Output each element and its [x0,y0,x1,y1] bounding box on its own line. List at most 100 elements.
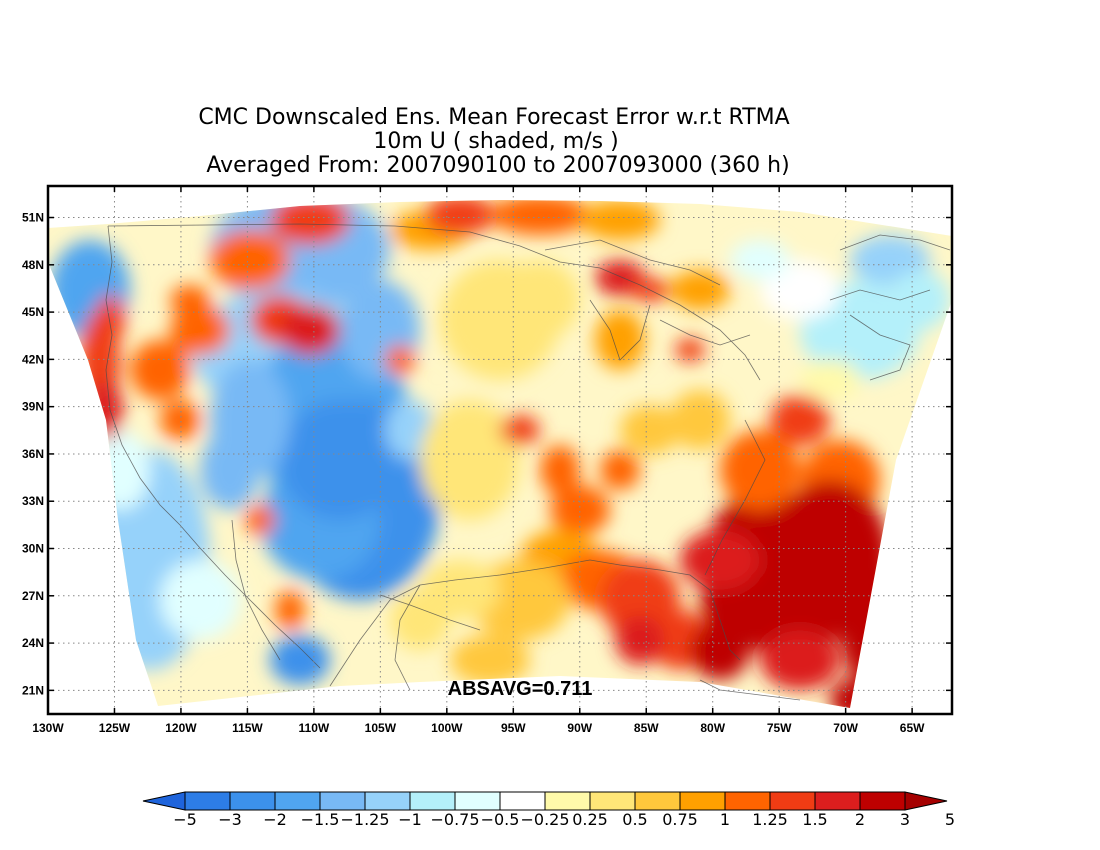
absavg-annotation: ABSAVG=0.711 [448,678,593,700]
field-blob [760,630,840,690]
colorbar-swatch [634,791,681,811]
colorbar-label: −5 [173,810,197,829]
lon-tick-label: 85W [634,721,659,735]
title-line-1: CMC Downscaled Ens. Mean Forecast Error … [198,105,789,130]
field-blob [425,200,495,235]
field-blob [540,445,580,495]
colorbar-swatch [724,791,771,811]
field-blob [890,270,950,330]
lat-tick-label: 27N [22,589,44,603]
field-blob [500,260,580,340]
graticule [48,186,952,714]
field-blob [760,260,840,320]
longitude-axis: 130W 125W 120W 115W 110W 105W 100W 95W 90W 85W 80W… [32,186,925,735]
colorbar-swatch [859,791,906,811]
field-blob [500,415,540,445]
lon-tick-label: 95W [501,721,526,735]
colorbar-label: −0.5 [481,810,520,829]
field-blob [420,400,520,520]
colorbar: −5 −3 −2 −1.5 −1.25 −1 −0.75 −0.5 −0.25 0.25 0.5 0.… [142,791,955,829]
figure-title: CMC Downscaled Ens. Mean Forecast Error … [198,105,789,178]
field-blob [690,620,750,680]
lon-tick-label: 65W [900,721,925,735]
colorbar-label: 1.25 [752,810,788,829]
title-line-2: 10m U ( shaded, m/s ) [373,129,618,154]
lon-tick-label: 110W [299,721,330,735]
colorbar-label: 2 [855,810,865,829]
colorbar-swatch [184,791,231,811]
colorbar-swatch [364,791,411,811]
field-blob [595,310,645,370]
field-blob [160,400,200,440]
field-blob [670,390,730,450]
colorbar-label: 5 [945,810,955,829]
field-blob [200,430,260,510]
colorbar-swatch [679,791,726,811]
lat-tick-label: 39N [22,400,44,414]
field-blob [170,305,230,355]
colorbar-label: 0.25 [572,810,608,829]
field-blob [210,230,290,290]
field-blob [800,360,860,400]
lon-tick-label: 115W [232,721,263,735]
coastlines [105,223,951,701]
field-blob [670,270,730,310]
colorbar-label: 0.75 [662,810,698,829]
field-blob [280,400,400,520]
lat-tick-label: 24N [22,636,44,650]
lon-tick-label: 105W [365,721,397,735]
field-blob [600,450,640,490]
field-blob [270,200,350,245]
title-line-3: Averaged From: 2007090100 to 2007093000 … [206,153,789,178]
lat-tick-label: 36N [22,447,44,461]
field-blob [385,345,415,375]
colorbar-label: 0.5 [622,810,647,829]
lat-tick-label: 42N [22,352,44,366]
latitude-axis: 51N 48N 45N 42N 39N 36N 33N 30N 27N 24N 21N [22,211,952,697]
field-blob [450,635,530,685]
colorbar-label: −1 [398,810,422,829]
field-blob [680,530,760,590]
field-blob [675,338,705,362]
lat-tick-label: 51N [22,211,44,225]
field-blob [840,550,900,690]
colorbar-label: −0.75 [430,810,479,829]
colorbar-swatch [229,791,276,811]
lat-tick-label: 45N [22,305,44,319]
colorbar-label: −3 [218,810,242,829]
field-blob [170,285,210,315]
lat-tick-label: 30N [22,542,44,556]
field-blob [280,305,340,355]
field-blob [620,405,680,455]
field-blob [95,295,125,345]
lon-tick-label: 100W [431,721,463,735]
colorbar-swatch [454,791,501,811]
lon-tick-label: 75W [767,721,792,735]
colorbar-swatch [319,791,366,811]
colorbar-label: −2 [263,810,287,829]
colorbar-right-arrow [904,791,948,811]
field-blob [245,505,275,535]
lon-tick-label: 125W [99,721,131,735]
lon-tick-label: 120W [165,721,197,735]
colorbar-label: −0.25 [520,810,569,829]
colorbar-label: −1.5 [301,810,340,829]
lat-tick-label: 33N [22,494,44,508]
field-blob [90,430,150,510]
map-frame [46,184,954,716]
field-blob [275,590,305,630]
field-blob [270,635,330,685]
colorbar-swatch [589,791,636,811]
field-blob [160,560,240,640]
colorbar-swatch [409,791,456,811]
field-blob [615,615,665,665]
field-blob [730,240,790,280]
field-blob [770,395,830,445]
colorbar-label: 1.5 [802,810,827,829]
lon-tick-label: 80W [700,721,725,735]
colorbar-swatch [814,791,861,811]
colorbar-swatch [544,791,591,811]
field-blob [490,200,590,235]
colorbar-label: −1.25 [340,810,389,829]
